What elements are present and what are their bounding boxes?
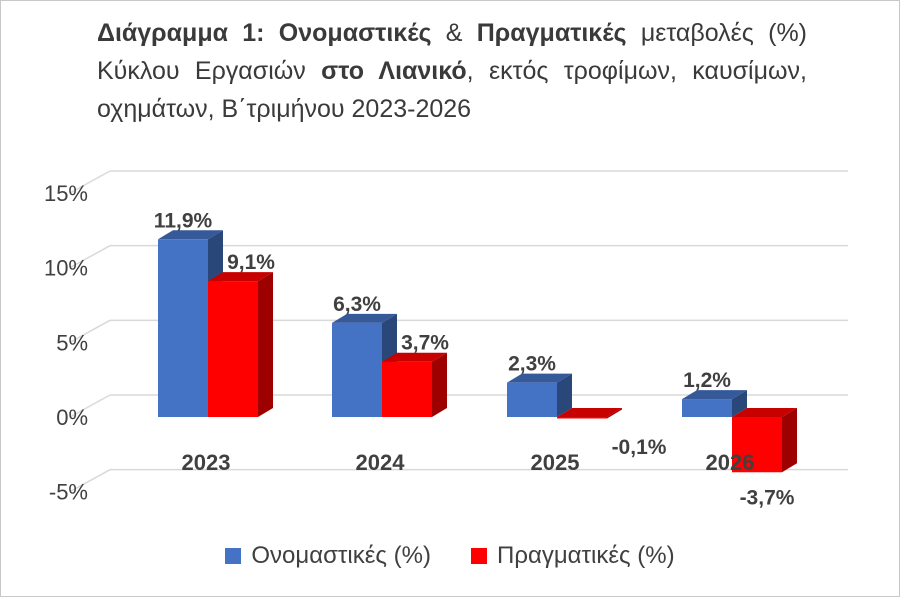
bar <box>208 281 258 417</box>
bar-side <box>258 272 273 417</box>
data-label: 6,3% <box>333 293 381 316</box>
bar-side <box>557 373 572 417</box>
bar <box>682 399 732 417</box>
x-tick-label: 2026 <box>706 450 755 475</box>
bar <box>507 382 557 417</box>
bar <box>732 417 782 473</box>
data-label: 3,7% <box>401 332 449 355</box>
gridline-depth <box>69 394 111 418</box>
bar-top <box>208 272 273 282</box>
bar-top <box>158 230 223 240</box>
legend-swatch <box>470 548 487 564</box>
bar-top <box>382 352 447 362</box>
y-tick-label: 5% <box>56 330 88 355</box>
bar-side <box>607 408 622 419</box>
title-segment: & <box>431 19 477 47</box>
legend-item: Ονομαστικές (%) <box>225 542 431 570</box>
bar <box>557 417 607 419</box>
legend-swatch <box>225 548 242 564</box>
title-segment: μεταβολές (%) Κύκλου Εργασιών <box>97 19 808 85</box>
x-tick-label: 2023 <box>182 450 231 475</box>
y-tick-label: 10% <box>44 256 88 281</box>
title-segment: Πραγματικές <box>476 19 627 47</box>
bar-top <box>332 313 397 323</box>
data-label: -3,7% <box>740 486 795 509</box>
y-tick-label: -5% <box>49 480 88 505</box>
data-label: 1,2% <box>683 369 731 392</box>
bar-top <box>557 408 622 417</box>
x-tick-label: 2024 <box>356 450 406 475</box>
bar-side <box>732 390 747 417</box>
data-label: -0,1% <box>612 436 667 459</box>
bar-side <box>432 352 447 417</box>
bar-top <box>682 390 747 400</box>
title-segment: , εκτός τροφίμων, καυσίμων, οχημάτων, Β΄… <box>97 57 807 123</box>
chart-title: Διάγραμμα 1: Ονομαστικές & Πραγματικές μ… <box>97 14 807 128</box>
legend-label: Πραγματικές (%) <box>496 542 675 569</box>
title-segment: Διάγραμμα 1: Ονομαστικές <box>97 19 432 47</box>
data-label: 2,3% <box>508 353 556 376</box>
bar-side <box>782 408 797 473</box>
gridline-depth <box>69 245 111 269</box>
legend-label: Ονομαστικές (%) <box>251 542 431 569</box>
x-tick-label: 2025 <box>531 450 580 475</box>
title-segment: στο Λιανικό <box>321 57 467 85</box>
gridline-depth <box>69 319 111 343</box>
bar-top <box>732 408 797 417</box>
data-label: 11,9% <box>154 209 213 232</box>
gridline-depth <box>69 170 111 194</box>
y-tick-label: 0% <box>56 405 88 430</box>
gridline-depth <box>69 469 111 493</box>
bar <box>332 322 382 417</box>
bar <box>158 239 208 417</box>
bar-top <box>507 373 572 383</box>
y-tick-label: 15% <box>44 181 88 206</box>
chart-legend: Ονομαστικές (%) Πραγματικές (%) <box>0 542 900 570</box>
bar <box>382 361 432 417</box>
data-label: 9,1% <box>227 251 275 274</box>
legend-item: Πραγματικές (%) <box>470 542 675 570</box>
